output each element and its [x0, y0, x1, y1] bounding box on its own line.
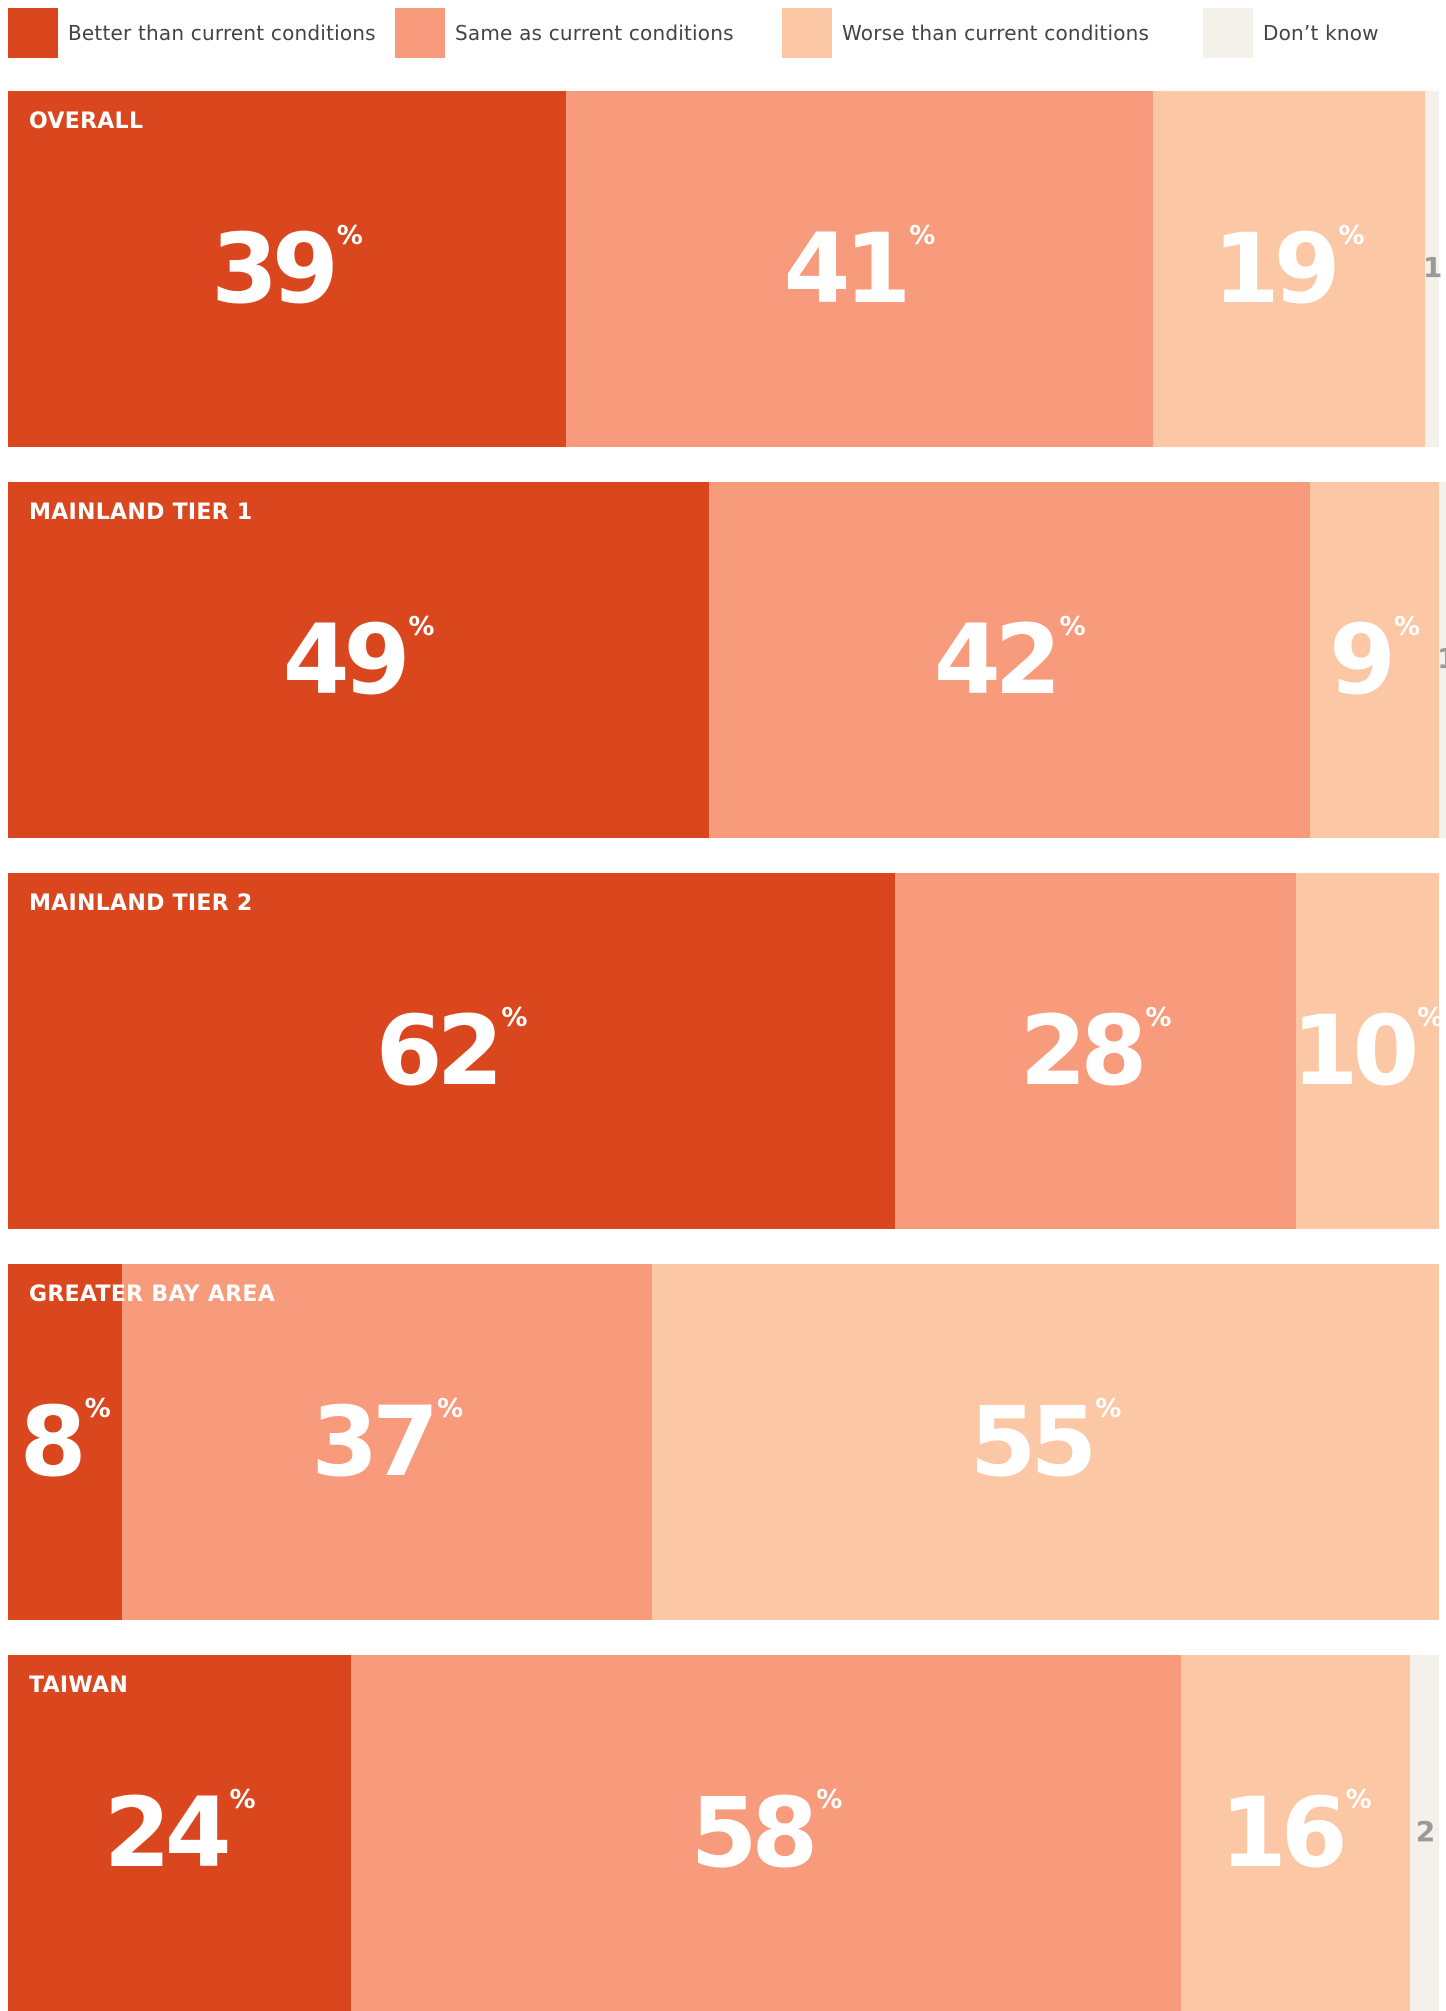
- bar-segment-same: [351, 1655, 1182, 2011]
- data-label-dont-know: 1: [1422, 251, 1443, 284]
- bar-segment-dont-know: [1410, 1655, 1439, 2011]
- legend-swatch-dont-know: [1203, 8, 1253, 58]
- bar-row-greater-bay-area: 8% 37% 55% GREATER BAY AREA: [8, 1264, 1439, 1620]
- legend-label-better: Better than current conditions: [68, 21, 376, 45]
- legend-item-dont-know: Don’t know: [1203, 8, 1379, 58]
- bar-segment-same: [122, 1264, 652, 1620]
- category-label: OVERALL: [29, 109, 144, 134]
- bar-row-mainland-tier-1: 49%42%9%1MAINLAND TIER 1: [8, 482, 1446, 838]
- category-label: MAINLAND TIER 2: [29, 891, 253, 916]
- bar-row-taiwan: 24% 58% 16% 2 TAIWAN: [8, 1655, 1439, 2011]
- bar-segment-better: [8, 91, 567, 447]
- category-label: TAIWAN: [29, 1673, 129, 1698]
- bar-segment-worse: [651, 1264, 1439, 1620]
- bar-segment-same: [566, 91, 1153, 447]
- legend-swatch-better: [8, 8, 58, 58]
- bar-segment-better: [8, 873, 896, 1229]
- category-label: MAINLAND TIER 1: [29, 500, 253, 525]
- chart-legend: Better than current conditions Same as c…: [0, 0, 1446, 80]
- legend-label-same: Same as current conditions: [455, 21, 734, 45]
- bar-row-mainland-tier-2: 62% 28% 10% MAINLAND TIER 2: [8, 873, 1443, 1229]
- data-label-dont-know: 1: [1437, 642, 1446, 675]
- bar-segment-dont-know: [1424, 91, 1439, 447]
- bar-segment-worse: [1295, 873, 1439, 1229]
- bar-segment-better: [8, 1655, 352, 2011]
- bar-segment-better: [8, 482, 710, 838]
- category-label: GREATER BAY AREA: [29, 1282, 276, 1307]
- legend-label-worse: Worse than current conditions: [842, 21, 1150, 45]
- legend-swatch-worse: [782, 8, 832, 58]
- bar-segment-worse: [1181, 1655, 1411, 2011]
- legend-label-dont-know: Don’t know: [1263, 21, 1379, 45]
- bar-segment-same: [709, 482, 1311, 838]
- data-label-dont-know: 2: [1415, 1815, 1436, 1848]
- legend-swatch-same: [395, 8, 445, 58]
- bar-segment-better: [8, 1264, 123, 1620]
- bar-segment-worse: [1310, 482, 1439, 838]
- bar-segment-same: [895, 873, 1296, 1229]
- legend-item-worse: Worse than current conditions: [782, 8, 1149, 58]
- legend-item-same: Same as current conditions: [395, 8, 734, 58]
- bar-segment-worse: [1152, 91, 1425, 447]
- bar-row-overall: 39% 41% 19% 1 OVERALL: [8, 91, 1443, 447]
- legend-item-better: Better than current conditions: [8, 8, 376, 58]
- bar-segment-dont-know: [1439, 482, 1446, 838]
